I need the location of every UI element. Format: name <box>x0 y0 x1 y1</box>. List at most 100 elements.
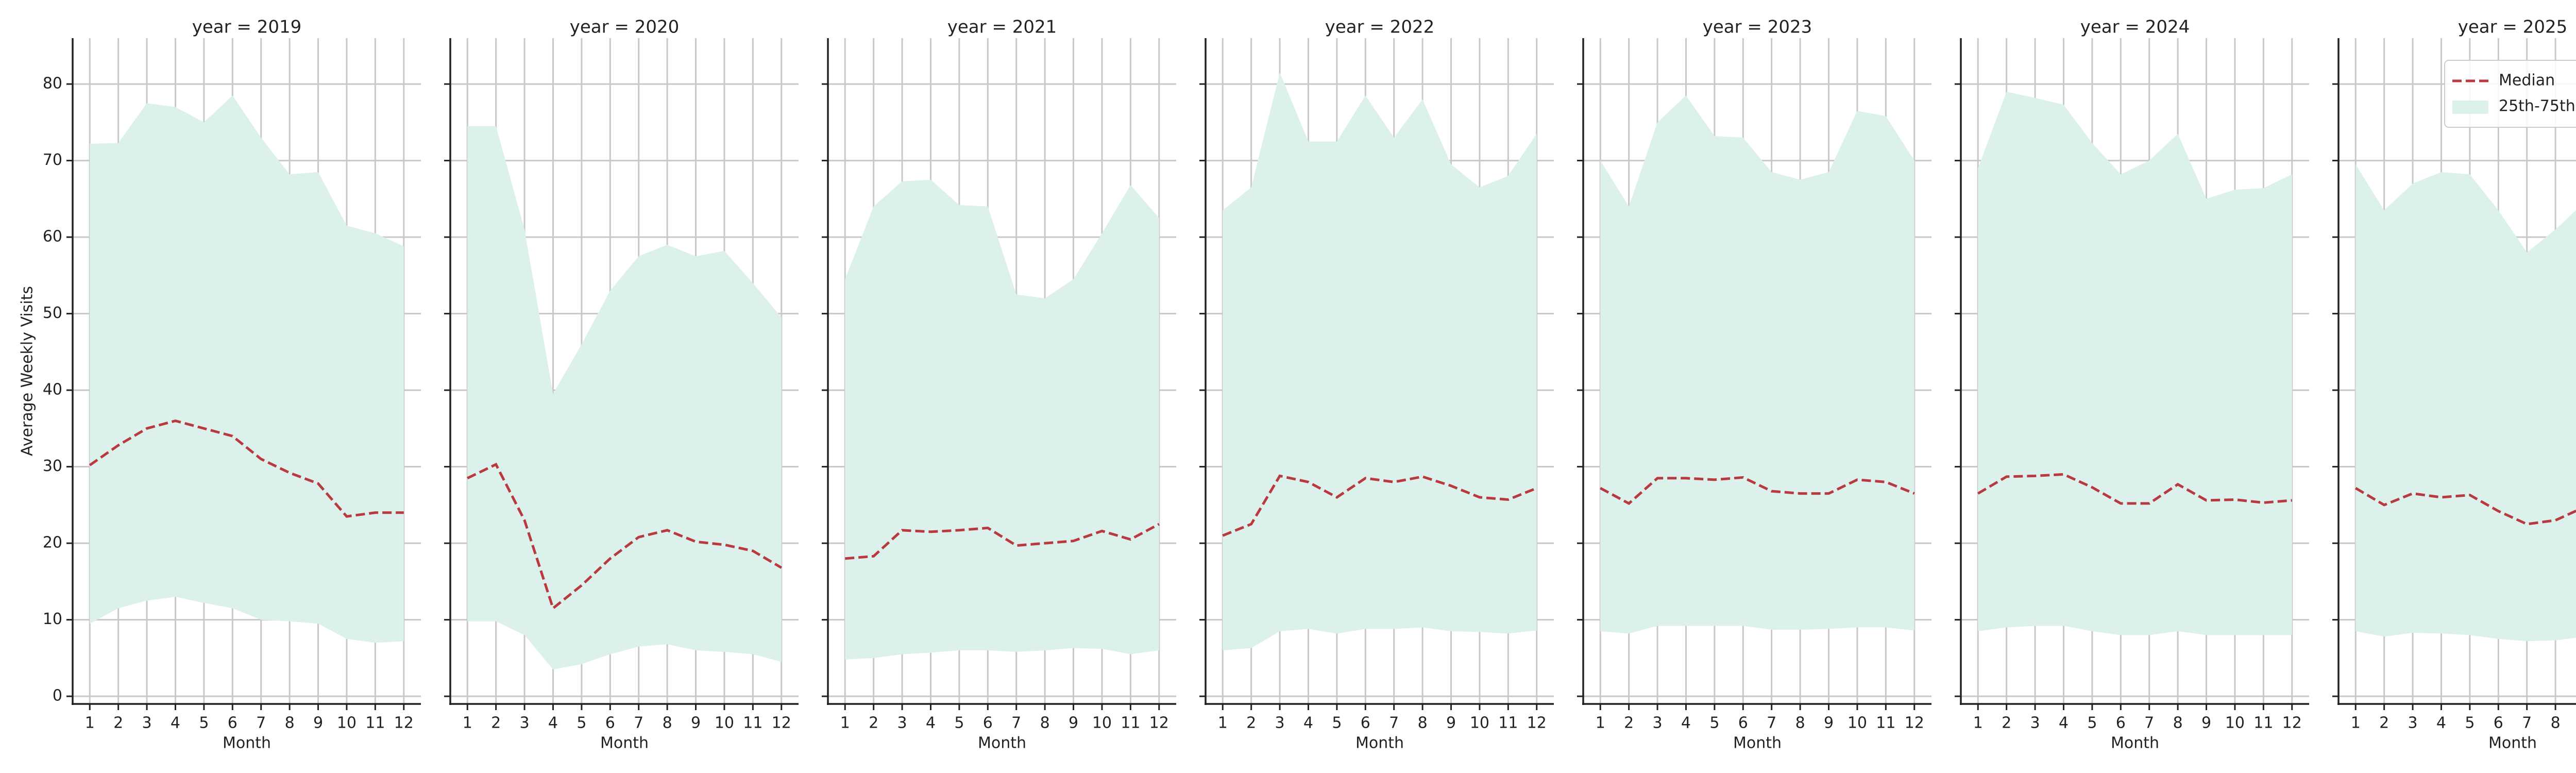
x-tick-label: 12 <box>772 714 791 732</box>
x-axis-label: Month <box>2488 734 2537 752</box>
x-tick-label: 11 <box>1876 714 1895 732</box>
x-tick-label: 4 <box>548 714 558 732</box>
x-tick-label: 10 <box>715 714 734 732</box>
median-line <box>1600 476 1915 505</box>
x-tick-label: 12 <box>1527 714 1547 732</box>
x-axis-label: Month <box>223 734 271 752</box>
x-axis-label: Month <box>1733 734 1782 752</box>
x-tick-label: 12 <box>1905 714 1924 732</box>
x-tick-label: 2 <box>491 714 501 732</box>
x-tick-label: 2 <box>1246 714 1256 732</box>
percentile-band <box>2355 164 2576 642</box>
percentile-band <box>90 95 404 643</box>
y-axis-label: Average Weekly Visits <box>19 286 37 456</box>
x-tick-label: 1 <box>1218 714 1228 732</box>
x-tick-label: 12 <box>2282 714 2302 732</box>
x-tick-label: 4 <box>1681 714 1691 732</box>
x-tick-label: 8 <box>1040 714 1050 732</box>
percentile-band <box>467 126 782 670</box>
percentile-band <box>1600 95 1914 634</box>
y-tick-label: 70 <box>43 151 62 169</box>
x-axis-label: Month <box>978 734 1026 752</box>
x-tick-label: 10 <box>2225 714 2245 732</box>
x-tick-label: 11 <box>743 714 762 732</box>
x-axis-label: Month <box>2111 734 2159 752</box>
panel-title: year = 2023 <box>1703 17 1812 38</box>
x-tick-label: 10 <box>1092 714 1112 732</box>
x-tick-label: 4 <box>171 714 180 732</box>
y-tick-label: 10 <box>43 610 62 628</box>
x-tick-label: 1 <box>463 714 472 732</box>
panel-title: year = 2019 <box>192 17 301 38</box>
panel-title: year = 2021 <box>947 17 1057 38</box>
x-tick-label: 9 <box>1446 714 1456 732</box>
legend-box <box>2444 60 2576 128</box>
x-tick-label: 3 <box>2030 714 2040 732</box>
panel-title: year = 2025 <box>2458 17 2567 38</box>
x-tick-label: 5 <box>2087 714 2097 732</box>
x-tick-label: 4 <box>926 714 936 732</box>
x-tick-label: 7 <box>1389 714 1399 732</box>
x-tick-label: 6 <box>228 714 238 732</box>
x-tick-label: 2 <box>1624 714 1634 732</box>
panel: year = 2025123456789101112MonthMedian25t… <box>2332 17 2576 752</box>
y-tick-label: 20 <box>43 534 62 552</box>
x-tick-label: 6 <box>1738 714 1748 732</box>
x-tick-label: 1 <box>1596 714 1605 732</box>
x-tick-label: 10 <box>337 714 357 732</box>
legend-label: 25th-75th Percentile <box>2499 97 2576 115</box>
x-tick-label: 6 <box>1361 714 1370 732</box>
x-tick-label: 10 <box>1848 714 1867 732</box>
legend: Median 25th-75th Percentile <box>2444 60 2576 128</box>
x-tick-label: 11 <box>1121 714 1140 732</box>
x-tick-label: 8 <box>663 714 672 732</box>
x-tick-label: 2 <box>2002 714 2011 732</box>
x-tick-label: 7 <box>256 714 266 732</box>
x-tick-label: 5 <box>954 714 964 732</box>
x-tick-label: 3 <box>897 714 907 732</box>
x-tick-label: 6 <box>2116 714 2126 732</box>
x-tick-label: 7 <box>1011 714 1021 732</box>
x-tick-label: 3 <box>1653 714 1663 732</box>
x-tick-label: 1 <box>85 714 95 732</box>
percentile-band <box>1223 72 1537 651</box>
median-line <box>2354 487 2576 526</box>
median-line <box>89 419 404 518</box>
legend-label: Median <box>2499 72 2555 90</box>
x-tick-label: 5 <box>577 714 586 732</box>
median-line <box>1977 473 2292 505</box>
x-tick-label: 11 <box>365 714 385 732</box>
x-tick-label: 1 <box>1973 714 1983 732</box>
y-tick-label: 80 <box>43 75 62 93</box>
x-tick-label: 9 <box>2201 714 2211 732</box>
x-tick-label: 4 <box>1303 714 1313 732</box>
median-line <box>845 523 1160 560</box>
x-tick-label: 3 <box>1275 714 1285 732</box>
panel-title: year = 2022 <box>1325 17 1434 38</box>
x-tick-label: 8 <box>1795 714 1805 732</box>
x-tick-label: 5 <box>2465 714 2475 732</box>
x-axis-label: Month <box>1355 734 1404 752</box>
x-tick-label: 2 <box>869 714 878 732</box>
x-tick-label: 11 <box>2253 714 2273 732</box>
x-tick-label: 3 <box>142 714 152 732</box>
x-axis-label: Month <box>600 734 649 752</box>
x-tick-label: 3 <box>520 714 530 732</box>
y-tick-label: 40 <box>43 381 62 399</box>
x-tick-label: 6 <box>2494 714 2503 732</box>
x-tick-label: 1 <box>840 714 850 732</box>
median-line <box>467 462 783 611</box>
x-tick-label: 2 <box>2379 714 2389 732</box>
x-tick-label: 7 <box>2144 714 2154 732</box>
x-tick-label: 5 <box>1709 714 1719 732</box>
x-tick-label: 9 <box>313 714 323 732</box>
x-tick-label: 2 <box>113 714 123 732</box>
percentile-band <box>845 179 1159 660</box>
percentile-band <box>1978 91 2292 635</box>
x-tick-label: 8 <box>285 714 295 732</box>
